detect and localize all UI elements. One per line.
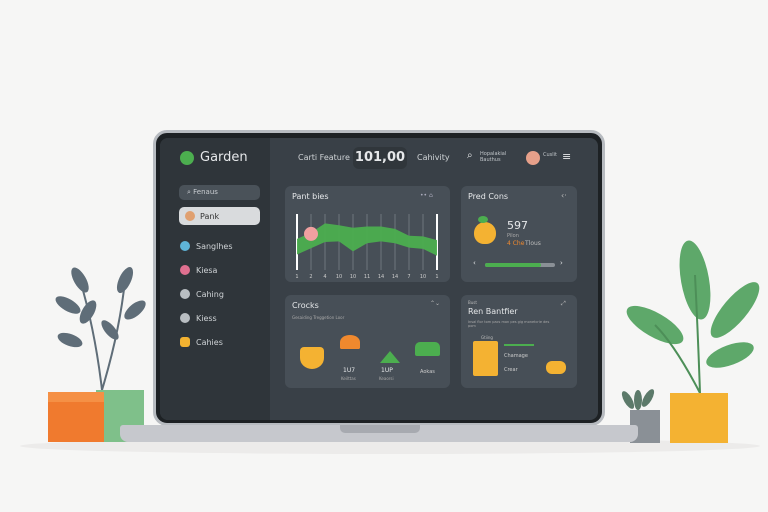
marker-point <box>304 226 318 241</box>
sidebar-item-cahies[interactable]: Cahies <box>180 337 223 347</box>
header-counter: 101,00 <box>353 147 407 169</box>
detail-options-icon[interactable]: ⤢ <box>561 300 566 307</box>
sidebar-search-input[interactable]: ⌕ Fenaus <box>179 185 260 200</box>
area-series <box>297 223 437 256</box>
user-avatar[interactable] <box>526 151 540 165</box>
prod-card: Pred Cons ‹· 597 Pilon 4 Che Tlous ‹ › <box>461 186 577 282</box>
gear-icon <box>180 313 190 323</box>
logo-icon <box>180 151 194 165</box>
detail-kicker: Bust <box>468 300 477 305</box>
prod-value: 597 <box>507 219 528 232</box>
prod-sub-label: Pilon <box>507 233 519 239</box>
x-tick-label: 4 <box>323 274 326 280</box>
detail-title: Ren Bantfier <box>468 307 518 316</box>
fruit-icon <box>474 222 496 244</box>
left-plant-illustration <box>48 267 146 442</box>
header-left-label: Carti Feature <box>298 153 350 162</box>
status-line <box>504 344 534 346</box>
sidebar-item-kiess[interactable]: Kiess <box>180 313 217 323</box>
prod-highlight: 4 Che <box>507 240 525 247</box>
dashboard-screen: Garden ⌕ Fenaus Pank Sanglhes Kiesa Cahi… <box>160 138 598 420</box>
x-tick-label: 10 <box>350 274 356 280</box>
slider-fill <box>485 263 541 267</box>
prod-highlight-sub: Tlous <box>525 240 541 247</box>
laptop-base <box>120 425 638 442</box>
crops-card-title: Crocks <box>292 301 319 310</box>
crop-label: 1U7 <box>343 367 356 374</box>
area-chart: 1 2 4 10 10 11 14 14 7 10 1 <box>295 214 439 280</box>
x-tick-label: 2 <box>309 274 312 280</box>
search-icon[interactable]: ⌕ <box>467 150 473 161</box>
sidebar-item-kiesa[interactable]: Kiesa <box>180 265 217 275</box>
x-tick-label: 7 <box>407 274 410 280</box>
laptop-notch <box>340 425 420 433</box>
flower-icon <box>180 265 190 275</box>
sidebar-item-label: Kiesa <box>196 265 218 275</box>
detail-line1: Chamage <box>504 353 528 359</box>
gear-icon <box>180 289 190 299</box>
chart-card: Pant bies •• ⌂ 1 2 4 10 10 11 14 14 7 10 1 <box>285 186 450 282</box>
detail-card: Bust Ren Bantfier ⤢ Insal flor tom pacs … <box>461 295 577 388</box>
plant-icon <box>180 241 190 251</box>
menu-icon[interactable]: ≡ <box>562 150 572 163</box>
basket-icon <box>415 342 440 356</box>
x-tick-label: 1 <box>435 274 438 280</box>
carrot-icon <box>380 351 400 363</box>
search-text: Hopalakial Bauthus <box>480 151 507 163</box>
leaf-icon <box>478 216 488 223</box>
crop-sub: Keaorsi <box>379 376 394 381</box>
detail-subtitle: Insal flor tom pacs mon pes gig monetcri… <box>468 320 550 328</box>
sidebar-item-label: Cahing <box>196 289 224 299</box>
chart-card-options-icon[interactable]: •• ⌂ <box>420 192 433 199</box>
sidebar-item-label: Kiess <box>196 313 217 323</box>
x-tick-label: 10 <box>336 274 342 280</box>
sidebar-item-cahing[interactable]: Cahing <box>180 289 224 299</box>
search-placeholder: Fenaus <box>193 188 218 196</box>
carrots-icon <box>546 361 566 374</box>
x-tick-label: 14 <box>378 274 384 280</box>
folder-icon <box>180 337 190 347</box>
progress-slider[interactable] <box>485 263 555 267</box>
sidebar: Garden ⌕ Fenaus Pank Sanglhes Kiesa Cahi… <box>160 138 270 420</box>
mushroom-icon <box>340 335 360 349</box>
sidebar-item-label: Sanglhes <box>196 241 233 251</box>
sidebar-item-pank[interactable]: Pank <box>179 207 260 225</box>
user-text: Cuslit <box>543 152 558 158</box>
crops-options-icon[interactable]: ⌃⌄ <box>430 300 441 307</box>
chart-card-title: Pant bies <box>292 192 329 201</box>
floor-shadow <box>20 438 760 454</box>
crops-card: Crocks Gesaiding Treggetion Loor ⌃⌄ 1U7 … <box>285 295 450 388</box>
app-title: Garden <box>200 150 248 165</box>
detail-line2: Crear <box>504 367 518 373</box>
x-tick-label: 11 <box>364 274 370 280</box>
doc-label: Gtiing <box>481 335 493 340</box>
avatar-icon <box>185 211 195 221</box>
crop-sub: Keilttas <box>341 376 356 381</box>
x-tick-label: 14 <box>392 274 398 280</box>
apple-icon <box>300 347 324 369</box>
right-plant-illustration <box>621 240 760 443</box>
x-tick-label: 1 <box>295 274 298 280</box>
document-icon <box>473 341 498 376</box>
collapse-icon[interactable]: ‹· <box>561 191 567 200</box>
sidebar-item-label: Pank <box>200 211 220 221</box>
slider-prev-icon[interactable]: ‹ <box>473 259 476 267</box>
header-right-label[interactable]: Cahivity <box>417 153 450 162</box>
slider-next-icon[interactable]: › <box>560 259 563 267</box>
sidebar-item-sanglhes[interactable]: Sanglhes <box>180 241 233 251</box>
crop-label: Aokas <box>420 369 435 375</box>
crop-label: 1UP <box>381 367 393 374</box>
crops-card-subtitle: Gesaiding Treggetion Loor <box>292 315 345 320</box>
x-tick-label: 10 <box>420 274 426 280</box>
sidebar-item-label: Cahies <box>196 337 223 347</box>
prod-card-title: Pred Cons <box>468 192 509 201</box>
